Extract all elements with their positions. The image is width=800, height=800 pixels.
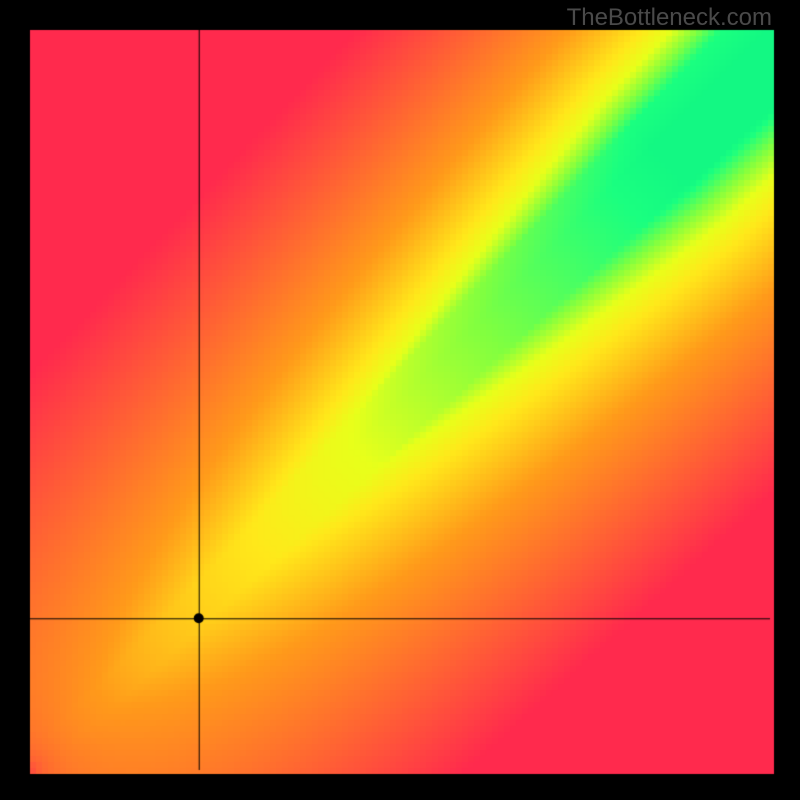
watermark-text: TheBottleneck.com [567, 4, 772, 32]
chart-container: TheBottleneck.com [0, 0, 800, 800]
bottleneck-heatmap [0, 0, 800, 800]
